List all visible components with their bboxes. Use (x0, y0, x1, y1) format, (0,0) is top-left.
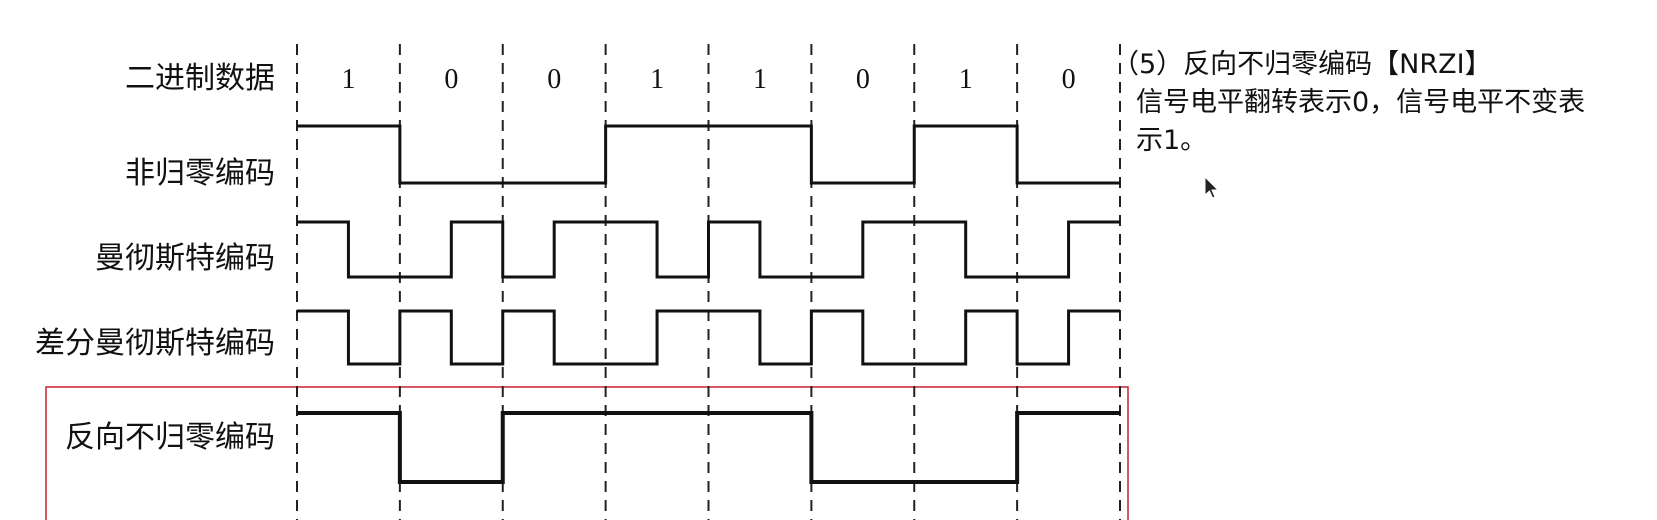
description-body: 信号电平翻转表示0，信号电平不变表示1。 (1136, 87, 1586, 156)
bit-dividers (296, 44, 1121, 520)
mouse-cursor-icon (1204, 176, 1220, 199)
manchester-waveform (297, 220, 1120, 279)
bit-value: 0 (856, 64, 870, 95)
bit-value: 1 (650, 64, 664, 95)
description-title: （5）反向不归零编码【NRZI】 (1112, 49, 1492, 80)
bit-value: 0 (444, 64, 458, 95)
bit-value: 0 (547, 64, 561, 95)
row-label-diff-manchester: 差分曼彻斯特编码 (35, 326, 275, 361)
row-label-manchester: 曼彻斯特编码 (95, 241, 275, 276)
row-label-binary: 二进制数据 (125, 61, 275, 96)
nrzi-highlight-box (45, 386, 1129, 520)
nrz-waveform (297, 124, 1120, 185)
bit-value: 1 (753, 64, 767, 95)
bit-value: 1 (341, 64, 355, 95)
row-label-nrz: 非归零编码 (125, 156, 275, 191)
nrzi-description: （5）反向不归零编码【NRZI】 信号电平翻转表示0，信号电平不变表示1。 (1112, 46, 1640, 160)
bit-value: 1 (959, 64, 973, 95)
bit-value: 0 (1062, 64, 1076, 95)
nrzi-waveform (297, 411, 1120, 484)
row-label-nrzi: 反向不归零编码 (65, 420, 275, 455)
diff-manchester-waveform (297, 309, 1120, 366)
bit-values: 1 0 0 1 1 0 1 0 (341, 64, 1075, 95)
